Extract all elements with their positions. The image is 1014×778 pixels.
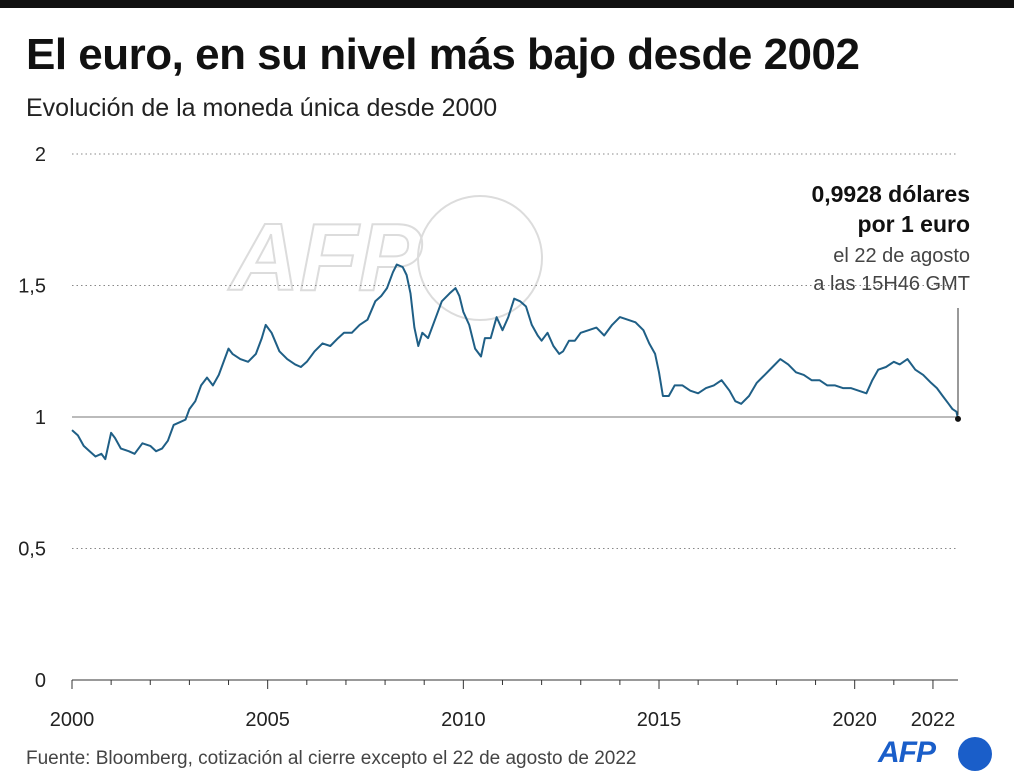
grid-lines [72,153,958,549]
annotation-date-line1: el 22 de agosto [833,245,970,267]
annotation-end-point [955,415,961,422]
y-axis-ticks: 0 0,5 1 1,5 2 [18,144,46,692]
series-line-euro-dollar [71,263,959,461]
annotation-value-line2: por 1 euro [858,211,970,237]
annotation-date-line2: a las 15H46 GMT [813,273,970,295]
chart-subtitle: Evolución de la moneda única desde 2000 [26,94,498,122]
y-tick-label-4: 2 [35,144,46,166]
chart-title: El euro, en su nivel más bajo desde 2002 [26,30,860,79]
afp-logo-text: AFP [878,736,936,769]
y-tick-label-1: 0,5 [18,539,46,561]
watermark-text: AFP [228,204,423,311]
afp-logo-circle [958,737,992,771]
x-tick-label-4: 2020 [832,709,877,731]
y-tick-label-2: 1 [35,407,46,429]
x-tick-label-0: 2000 [50,709,95,731]
annotation-value-line1: 0,9928 dólares [811,181,970,207]
source-note: Fuente: Bloomberg, cotización al cierre … [26,748,637,769]
x-axis: 2000 2005 2010 2015 2020 2022 [50,679,958,731]
x-tick-label-3: 2015 [637,709,682,731]
top-bar [0,0,1014,8]
y-tick-label-0: 0 [35,670,46,692]
watermark-circle [417,195,543,321]
x-tick-label-1: 2005 [245,709,290,731]
afp-logo: AFP [878,736,994,774]
x-tick-label-5: 2022 [911,709,956,731]
afp-watermark: AFP [227,195,543,321]
x-tick-label-2: 2010 [441,709,486,731]
y-tick-label-3: 1,5 [18,276,46,298]
annotation-label: 0,9928 dólares por 1 euro el 22 de agost… [811,181,970,295]
